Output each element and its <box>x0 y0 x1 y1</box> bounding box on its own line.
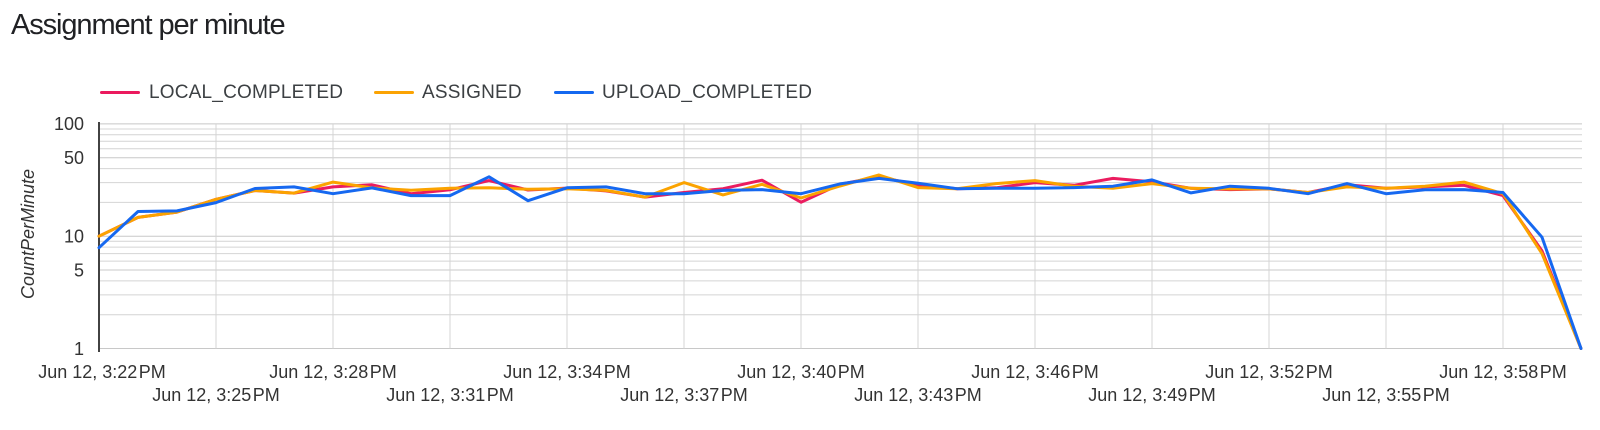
svg-text:10: 10 <box>64 227 84 247</box>
svg-text:Jun 12, 3:25 PM: Jun 12, 3:25 PM <box>152 385 280 405</box>
svg-text:Jun 12, 3:46 PM: Jun 12, 3:46 PM <box>971 362 1099 382</box>
svg-text:Jun 12, 3:49 PM: Jun 12, 3:49 PM <box>1088 385 1216 405</box>
svg-text:5: 5 <box>74 260 84 280</box>
svg-text:Jun 12, 3:40 PM: Jun 12, 3:40 PM <box>737 362 865 382</box>
svg-text:Jun 12, 3:52 PM: Jun 12, 3:52 PM <box>1205 362 1333 382</box>
svg-text:Jun 12, 3:22 PM: Jun 12, 3:22 PM <box>38 362 166 382</box>
svg-text:Jun 12, 3:34 PM: Jun 12, 3:34 PM <box>503 362 631 382</box>
svg-text:100: 100 <box>54 114 84 134</box>
svg-text:Jun 12, 3:37 PM: Jun 12, 3:37 PM <box>620 385 748 405</box>
svg-text:50: 50 <box>64 148 84 168</box>
svg-text:Jun 12, 3:28 PM: Jun 12, 3:28 PM <box>269 362 397 382</box>
svg-text:CountPerMinute: CountPerMinute <box>18 169 38 299</box>
svg-text:Jun 12, 3:58 PM: Jun 12, 3:58 PM <box>1439 362 1567 382</box>
svg-text:Jun 12, 3:43 PM: Jun 12, 3:43 PM <box>854 385 982 405</box>
svg-text:1: 1 <box>74 339 84 359</box>
svg-text:Jun 12, 3:55 PM: Jun 12, 3:55 PM <box>1322 385 1450 405</box>
svg-text:Jun 12, 3:31 PM: Jun 12, 3:31 PM <box>386 385 514 405</box>
